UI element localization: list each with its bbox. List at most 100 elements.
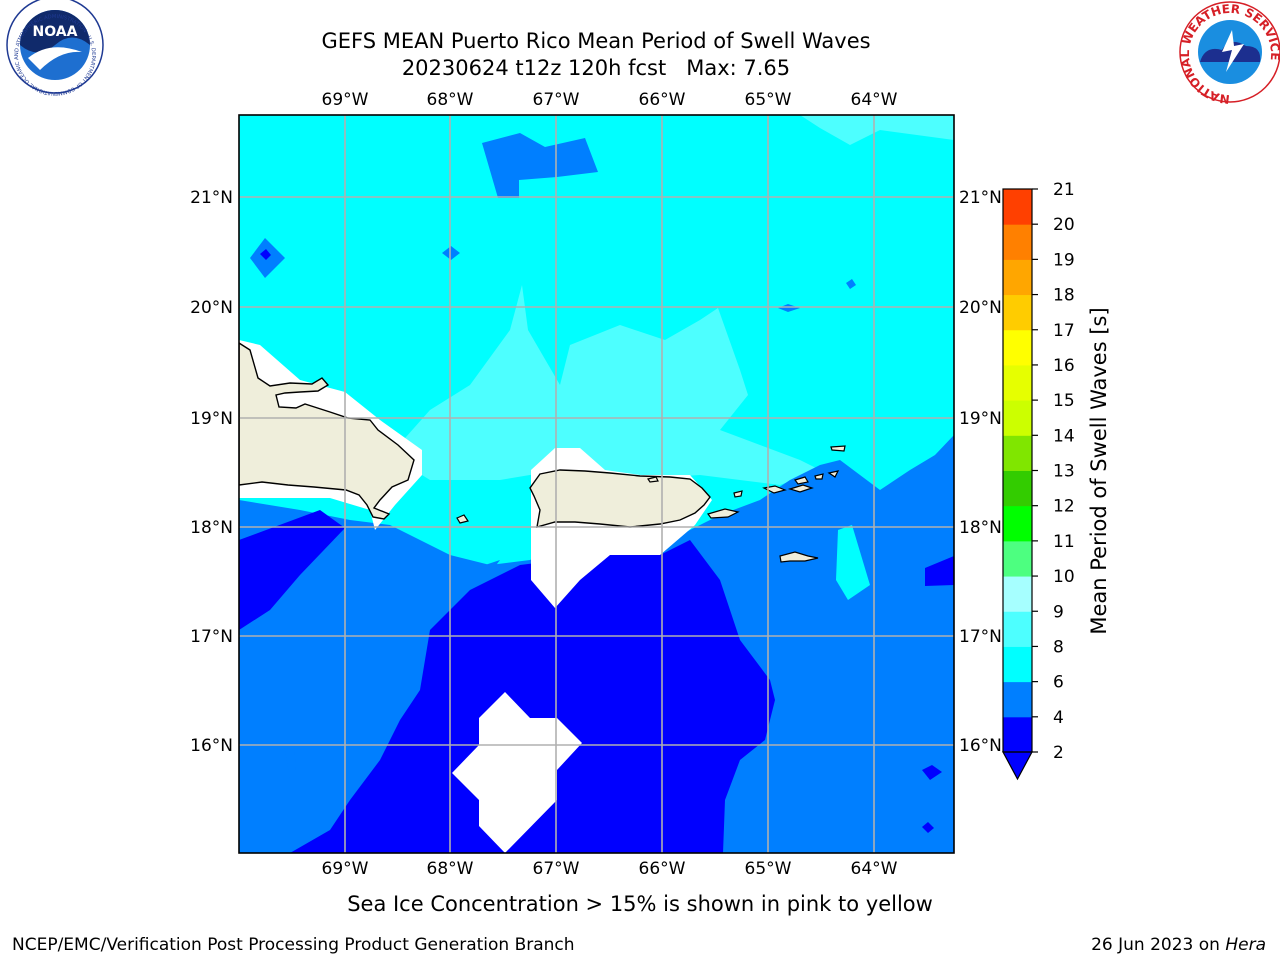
- colorbar-segment: [1003, 576, 1032, 612]
- lat-tick-label: 16°N: [959, 736, 1002, 756]
- colorbar-segment: [1003, 611, 1032, 647]
- colorbar-tick-label: 20: [1053, 215, 1075, 235]
- footer-credit: NCEP/EMC/Verification Post Processing Pr…: [12, 935, 575, 955]
- field-under-2s-south: [290, 540, 775, 853]
- chart-title: GEFS MEAN Puerto Rico Mean Period of Swe…: [321, 29, 870, 53]
- lat-tick-label: 16°N: [190, 736, 233, 756]
- field-under-2s-spot: [922, 765, 942, 780]
- colorbar-under-arrow: [1001, 751, 1034, 781]
- field-under-2s-spot: [922, 822, 934, 833]
- lon-tick-label: 64°W: [851, 90, 898, 110]
- lat-tick-label: 21°N: [959, 188, 1002, 208]
- colorbar-tick-label: 17: [1053, 321, 1075, 341]
- colorbar-tick-label: 10: [1053, 567, 1075, 587]
- colorbar-segment: [1003, 681, 1032, 718]
- lon-tick-label: 69°W: [322, 90, 369, 110]
- field-under-2s-west: [239, 510, 345, 630]
- colorbar-tick-label: 2: [1053, 743, 1064, 763]
- colorbar-tick-label: 15: [1053, 391, 1075, 411]
- lat-tick-label: 20°N: [959, 298, 1002, 318]
- lon-tick-label: 68°W: [427, 859, 474, 879]
- lon-tick-label: 66°W: [639, 859, 686, 879]
- noaa-logo: NOAA NATIONAL OCEANIC AND ATMOSPHERIC AD…: [0, 0, 104, 96]
- colorbar-segment: [1003, 224, 1032, 260]
- noaa-logo-text: NOAA: [33, 24, 78, 40]
- colorbar-tick-label: 18: [1053, 286, 1075, 306]
- lon-tick-label: 65°W: [745, 859, 792, 879]
- lon-tick-label: 67°W: [533, 90, 580, 110]
- field-6-8s-central: [390, 285, 820, 485]
- lat-tick-label: 18°N: [190, 518, 233, 538]
- lon-tick-label: 67°W: [533, 859, 580, 879]
- lat-tick-label: 18°N: [959, 518, 1002, 538]
- colorbar-segment: [1003, 189, 1032, 225]
- lat-tick-label: 17°N: [959, 627, 1002, 647]
- land-virgin-islands: [762, 470, 840, 494]
- colorbar-tick-label: 19: [1053, 250, 1075, 270]
- colorbar-segment: [1003, 294, 1032, 331]
- colorbar-tick-label: 8: [1053, 637, 1064, 657]
- colorbar-tick-label: 6: [1053, 673, 1064, 693]
- land-puerto-rico: [529, 469, 711, 528]
- field-2-4s-north-patch: [482, 133, 598, 198]
- land-st-croix: [779, 551, 819, 563]
- lat-tick-label: 19°N: [190, 409, 233, 429]
- land-mona-island: [456, 514, 469, 524]
- lon-labels-top: 69°W 68°W 67°W 66°W 65°W 64°W: [322, 90, 898, 110]
- colorbar-segment: [1003, 259, 1032, 296]
- colorbar-segment: [1003, 716, 1032, 753]
- field-6-8s-northeast: [800, 115, 954, 145]
- lat-labels-left: 21°N 20°N 19°N 18°N 17°N 16°N: [190, 188, 233, 756]
- colorbar-tick-label: 21: [1053, 180, 1075, 200]
- map-frame: [238, 114, 955, 854]
- lon-tick-label: 65°W: [745, 90, 792, 110]
- footer-machine: Hera: [1225, 935, 1266, 955]
- colorbar-tick-label: 14: [1053, 426, 1075, 446]
- field-4-6s-south-west-tongue: [284, 740, 296, 780]
- lat-tick-label: 21°N: [190, 188, 233, 208]
- colorbar-tick-label: 9: [1053, 602, 1064, 622]
- colorbar-tick-label: 16: [1053, 356, 1075, 376]
- map-panel: [239, 115, 954, 853]
- lat-labels-right: 21°N 20°N 19°N 18°N 17°N 16°N: [959, 188, 1002, 756]
- lon-tick-label: 64°W: [851, 859, 898, 879]
- colorbar-tick-label: 12: [1053, 497, 1075, 517]
- colorbar-segment: [1003, 400, 1032, 436]
- lon-tick-label: 69°W: [322, 859, 369, 879]
- colorbar-label: Mean Period of Swell Waves [s]: [1087, 307, 1111, 634]
- colorbar: 2 4 6 8 9 10 11 12 13 14 15 16 17 18 19 20 21: [1001, 180, 1075, 781]
- footer-date-text: 26 Jun 2023 on: [1091, 935, 1225, 955]
- land-anegada: [830, 445, 846, 452]
- colorbar-tick-label: 11: [1053, 532, 1075, 552]
- lat-tick-label: 20°N: [190, 298, 233, 318]
- land-islet: [647, 476, 659, 483]
- colorbar-segment: [1003, 470, 1032, 507]
- nws-logo: NATIONAL WEATHER SERVICE: [1178, 1, 1280, 106]
- colorbar-segment: [1003, 329, 1032, 366]
- chart-subtitle: 20230624 t12z 120h fcst Max: 7.65: [402, 56, 790, 80]
- field-under-2s-spot: [260, 249, 271, 260]
- sea-ice-note: Sea Ice Concentration > 15% is shown in …: [347, 892, 933, 916]
- colorbar-tick-label: 4: [1053, 708, 1064, 728]
- land-culebra: [733, 490, 743, 498]
- lat-tick-label: 17°N: [190, 627, 233, 647]
- colorbar-segment: [1003, 646, 1032, 683]
- land-vieques: [707, 508, 740, 519]
- footer-date: 26 Jun 2023 on Hera: [1091, 935, 1266, 955]
- field-2-4s-spot: [778, 304, 800, 312]
- field-2-4s-spot: [442, 246, 460, 260]
- field-under-2s-east: [925, 556, 954, 586]
- colorbar-segment: [1003, 540, 1032, 577]
- lon-labels-bottom: 69°W 68°W 67°W 66°W 65°W 64°W: [322, 859, 898, 879]
- map-grid: [239, 115, 954, 853]
- colorbar-segment: [1003, 364, 1032, 401]
- lat-tick-label: 19°N: [959, 409, 1002, 429]
- lon-tick-label: 68°W: [427, 90, 474, 110]
- colorbar-tick-label: 13: [1053, 462, 1075, 482]
- land-hispaniola: [239, 342, 415, 520]
- colorbar-segment: [1003, 505, 1032, 542]
- field-4-6s-south-east-tongue: [836, 525, 870, 600]
- colorbar-segment: [1003, 435, 1032, 471]
- lon-tick-label: 66°W: [639, 90, 686, 110]
